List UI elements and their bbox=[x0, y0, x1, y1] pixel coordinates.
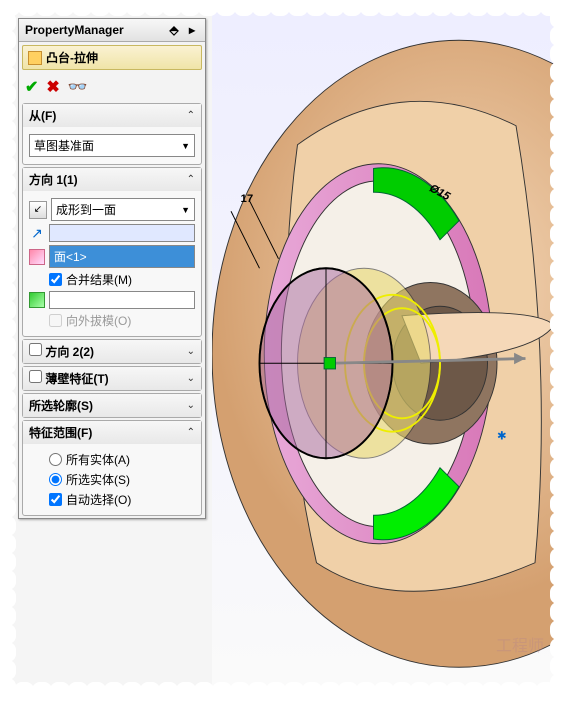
feature-header: 凸台-拉伸 bbox=[22, 45, 202, 70]
scope-auto-checkbox[interactable]: 自动选择(O) bbox=[49, 491, 195, 508]
section-from: 从(F)⌃ 草图基准面▼ bbox=[22, 103, 202, 165]
section-thin: 薄壁特征(T)⌄ bbox=[22, 366, 202, 391]
confirm-bar: ✔ ✖ 👓 bbox=[19, 73, 205, 101]
from-dropdown[interactable]: 草图基准面▼ bbox=[29, 134, 195, 157]
viewport-3d[interactable]: 17 Ø15 ✱ 工程师 bbox=[212, 12, 554, 686]
merge-checkbox[interactable]: 合并结果(M) bbox=[49, 271, 195, 288]
svg-text:✱: ✱ bbox=[497, 430, 507, 442]
section-scope: 特征范围(F)⌃ 所有实体(A) 所选实体(S) 自动选择(O) bbox=[22, 420, 202, 516]
cancel-button[interactable]: ✖ bbox=[46, 77, 59, 97]
expand-icon: ⌄ bbox=[187, 373, 195, 384]
collapse-icon: ⌃ bbox=[187, 174, 195, 185]
help-icon[interactable]: ▸ bbox=[185, 23, 199, 37]
ok-button[interactable]: ✔ bbox=[25, 77, 38, 97]
end-condition-dropdown[interactable]: 成形到一面▼ bbox=[51, 198, 195, 221]
section-contours: 所选轮廓(S)⌄ bbox=[22, 393, 202, 418]
panel-titlebar: PropertyManager ⬘ ▸ bbox=[19, 19, 205, 42]
property-manager-panel: PropertyManager ⬘ ▸ 凸台-拉伸 ✔ ✖ 👓 从(F)⌃ 草图… bbox=[18, 18, 206, 519]
scope-selected-radio[interactable]: 所选实体(S) bbox=[49, 471, 195, 488]
collapse-icon: ⌃ bbox=[187, 110, 195, 121]
expand-icon: ⌄ bbox=[187, 346, 195, 357]
section-scope-header[interactable]: 特征范围(F)⌃ bbox=[23, 421, 201, 444]
section-contours-header[interactable]: 所选轮廓(S)⌄ bbox=[23, 394, 201, 417]
section-dir1-header[interactable]: 方向 1(1)⌃ bbox=[23, 168, 201, 191]
direction-input[interactable] bbox=[49, 224, 195, 242]
feature-name: 凸台-拉伸 bbox=[46, 49, 98, 66]
reverse-icon[interactable]: ↙ bbox=[29, 201, 47, 219]
draft-outward-checkbox[interactable]: 向外拔模(O) bbox=[49, 312, 195, 329]
extrude-icon bbox=[28, 51, 42, 65]
collapse-icon: ⌃ bbox=[187, 427, 195, 438]
draft-icon[interactable] bbox=[29, 292, 45, 308]
section-from-header[interactable]: 从(F)⌃ bbox=[23, 104, 201, 127]
section-dir2: 方向 2(2)⌄ bbox=[22, 339, 202, 364]
draft-input[interactable] bbox=[49, 291, 195, 309]
pin-icon[interactable]: ⬘ bbox=[167, 23, 181, 37]
face-icon bbox=[29, 249, 45, 265]
preview-button[interactable]: 👓 bbox=[68, 77, 88, 97]
section-dir1: 方向 1(1)⌃ ↙ 成形到一面▼ ↗ 面<1> 合并 bbox=[22, 167, 202, 337]
model-view: 17 Ø15 ✱ bbox=[212, 14, 554, 684]
expand-icon: ⌄ bbox=[187, 400, 195, 411]
svg-text:17: 17 bbox=[241, 193, 254, 205]
direction-icon[interactable]: ↗ bbox=[29, 225, 45, 241]
face-selection[interactable]: 面<1> bbox=[49, 245, 195, 268]
scope-all-radio[interactable]: 所有实体(A) bbox=[49, 451, 195, 468]
watermark: 工程师 bbox=[496, 637, 544, 656]
section-thin-header[interactable]: 薄壁特征(T)⌄ bbox=[23, 367, 201, 390]
section-dir2-header[interactable]: 方向 2(2)⌄ bbox=[23, 340, 201, 363]
panel-title: PropertyManager bbox=[25, 23, 124, 37]
